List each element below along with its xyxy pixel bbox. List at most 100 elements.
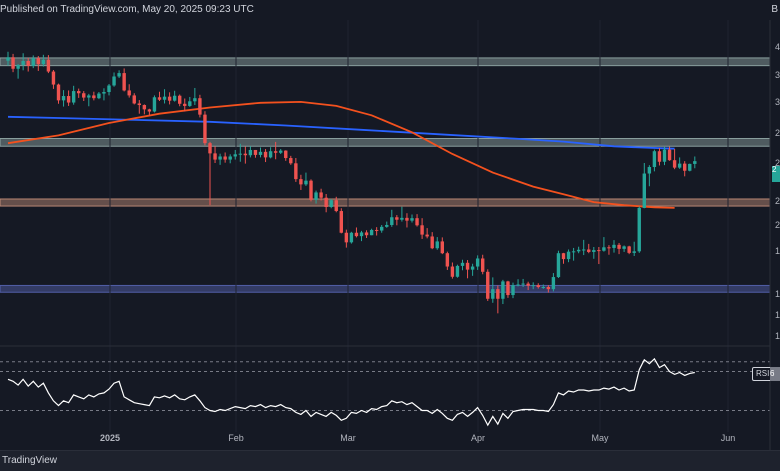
candle bbox=[36, 56, 40, 71]
candle bbox=[193, 87, 197, 106]
candle bbox=[82, 91, 86, 101]
candle bbox=[208, 141, 212, 206]
candle-body bbox=[304, 180, 308, 185]
y-tick-label: 3 bbox=[775, 97, 780, 107]
candle-body bbox=[683, 163, 687, 171]
candle bbox=[294, 158, 298, 182]
candle-body bbox=[521, 283, 525, 285]
candle-body bbox=[481, 258, 485, 272]
candle bbox=[324, 193, 328, 213]
candle-body bbox=[6, 57, 10, 61]
candle-body bbox=[592, 250, 596, 252]
candle-body bbox=[551, 277, 556, 290]
candle-body bbox=[289, 158, 293, 164]
candle bbox=[107, 83, 111, 96]
zone-upper-resistance bbox=[0, 57, 771, 67]
candle-body bbox=[425, 234, 429, 237]
candle-body bbox=[334, 200, 338, 212]
candle bbox=[354, 227, 359, 238]
candle bbox=[435, 237, 439, 250]
candle-body bbox=[677, 163, 682, 168]
candle bbox=[359, 230, 364, 242]
x-tick-label: Mar bbox=[340, 433, 356, 443]
candle-body bbox=[546, 286, 551, 290]
candle-body bbox=[66, 96, 71, 103]
candle-body bbox=[77, 91, 81, 94]
candle-body bbox=[430, 236, 434, 249]
candle-body bbox=[526, 283, 530, 286]
candle bbox=[97, 92, 101, 100]
candle bbox=[46, 55, 51, 74]
candle-body bbox=[359, 232, 364, 237]
candle-body bbox=[112, 76, 116, 86]
candle-body bbox=[284, 150, 288, 159]
candle-body bbox=[273, 151, 278, 153]
candle bbox=[364, 230, 369, 239]
candle-body bbox=[501, 281, 505, 299]
y-tick-label: 2 bbox=[775, 128, 780, 138]
candle-body bbox=[556, 253, 561, 278]
candle bbox=[233, 149, 237, 160]
candle bbox=[248, 146, 253, 158]
candle bbox=[41, 54, 46, 67]
candle-body bbox=[415, 218, 419, 226]
candle bbox=[662, 146, 667, 166]
candle bbox=[566, 249, 571, 263]
candle bbox=[481, 254, 485, 275]
candle-body bbox=[380, 226, 384, 231]
candle-body bbox=[198, 98, 202, 115]
candle bbox=[597, 247, 601, 265]
candle-body bbox=[233, 154, 237, 157]
candle bbox=[667, 146, 672, 161]
candle bbox=[677, 157, 682, 169]
candle-body bbox=[243, 153, 248, 156]
time-axis[interactable]: 2025 Feb Mar Apr May Jun bbox=[100, 433, 735, 443]
candle bbox=[501, 279, 505, 305]
candle-body bbox=[258, 151, 263, 155]
zone-support bbox=[0, 198, 771, 207]
candle bbox=[380, 224, 384, 233]
candle bbox=[369, 228, 374, 236]
candle-body bbox=[223, 156, 227, 160]
candle-body bbox=[688, 163, 692, 171]
candle bbox=[188, 96, 192, 107]
candle-body bbox=[662, 149, 667, 162]
candle-body bbox=[667, 149, 672, 161]
candle bbox=[299, 174, 303, 190]
candle bbox=[440, 237, 444, 255]
candle bbox=[385, 221, 389, 228]
candle bbox=[450, 262, 455, 279]
candle bbox=[410, 214, 414, 223]
candle bbox=[273, 141, 278, 160]
candle-body bbox=[87, 95, 91, 98]
candle bbox=[637, 206, 641, 253]
candle-body bbox=[642, 173, 646, 208]
candle-body bbox=[571, 251, 576, 253]
candle-body bbox=[486, 271, 490, 299]
candle-body bbox=[11, 57, 15, 69]
candle-body bbox=[647, 167, 652, 174]
candle-body bbox=[617, 244, 621, 249]
candle bbox=[683, 161, 687, 177]
candle bbox=[602, 237, 606, 252]
candle bbox=[314, 190, 318, 204]
candle-body bbox=[445, 253, 450, 267]
candle bbox=[688, 163, 692, 172]
candle bbox=[395, 215, 399, 226]
candle bbox=[607, 245, 611, 255]
candle bbox=[263, 149, 268, 163]
candle-body bbox=[329, 200, 333, 208]
published-notice: Published on TradingView.com, May 20, 20… bbox=[0, 4, 254, 15]
candle-body bbox=[475, 258, 480, 267]
candle bbox=[198, 94, 202, 118]
candle bbox=[238, 143, 242, 162]
candle bbox=[253, 149, 258, 158]
candle-body bbox=[36, 58, 40, 65]
candle-body bbox=[21, 61, 25, 66]
candle bbox=[390, 209, 394, 227]
candle-body bbox=[147, 109, 152, 112]
candle bbox=[693, 156, 697, 169]
candle bbox=[420, 218, 424, 239]
